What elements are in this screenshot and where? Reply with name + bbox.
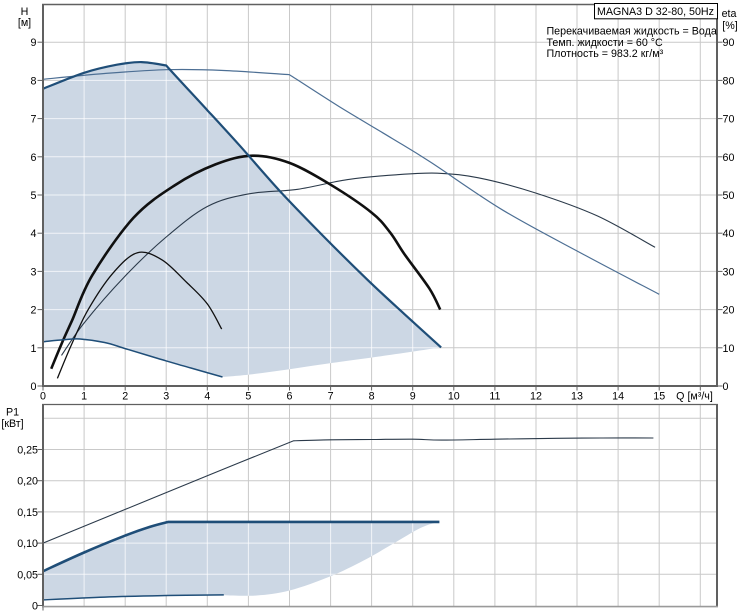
svg-text:2: 2 (31, 305, 37, 317)
svg-text:3: 3 (31, 266, 37, 278)
svg-text:9: 9 (31, 37, 37, 49)
svg-text:30: 30 (723, 266, 735, 278)
svg-text:8: 8 (369, 390, 375, 402)
svg-text:5: 5 (31, 190, 37, 202)
svg-text:90: 90 (723, 37, 735, 49)
svg-text:Q [м³/ч]: Q [м³/ч] (676, 390, 713, 402)
svg-text:50: 50 (723, 190, 735, 202)
svg-text:0: 0 (32, 601, 38, 613)
svg-text:[м]: [м] (18, 17, 31, 29)
svg-text:H: H (21, 6, 29, 18)
svg-text:Перекачиваемая жидкость = Вода: Перекачиваемая жидкость = Вода (547, 26, 717, 38)
svg-text:40: 40 (723, 228, 735, 240)
svg-text:0,25: 0,25 (17, 445, 38, 457)
svg-text:0,20: 0,20 (17, 476, 38, 488)
svg-text:0: 0 (31, 381, 37, 393)
svg-text:7: 7 (328, 390, 334, 402)
svg-text:0,10: 0,10 (17, 538, 38, 550)
svg-text:9: 9 (410, 390, 416, 402)
svg-text:11: 11 (489, 390, 500, 402)
svg-text:3: 3 (163, 390, 169, 402)
svg-text:0,15: 0,15 (17, 507, 38, 519)
svg-text:eta: eta (722, 8, 737, 20)
svg-text:Плотность = 983.2 кг/м³: Плотность = 983.2 кг/м³ (547, 48, 664, 60)
svg-text:70: 70 (723, 114, 735, 126)
svg-text:13: 13 (571, 390, 583, 402)
svg-text:6: 6 (31, 152, 37, 164)
svg-text:P1: P1 (6, 407, 19, 419)
svg-text:20: 20 (723, 305, 735, 317)
svg-text:14: 14 (612, 390, 624, 402)
svg-text:0: 0 (40, 390, 46, 402)
svg-text:10: 10 (448, 390, 460, 402)
svg-text:10: 10 (723, 343, 735, 355)
svg-text:1: 1 (81, 390, 87, 402)
svg-text:4: 4 (31, 228, 37, 240)
svg-text:5: 5 (245, 390, 251, 402)
svg-text:8: 8 (31, 75, 37, 87)
svg-text:4: 4 (204, 390, 210, 402)
svg-text:0,05: 0,05 (17, 569, 38, 581)
svg-text:Темп. жидкости = 60 °C: Темп. жидкости = 60 °C (547, 37, 664, 49)
svg-text:0: 0 (723, 381, 729, 393)
svg-text:[%]: [%] (722, 20, 737, 32)
svg-text:1: 1 (31, 343, 37, 355)
svg-text:80: 80 (723, 75, 735, 87)
svg-text:15: 15 (653, 390, 665, 402)
svg-text:60: 60 (723, 152, 735, 164)
svg-text:MAGNA3 D 32-80, 50Hz: MAGNA3 D 32-80, 50Hz (597, 6, 714, 18)
svg-text:7: 7 (31, 114, 37, 126)
svg-text:2: 2 (122, 390, 128, 402)
svg-text:[кВт]: [кВт] (1, 418, 23, 430)
svg-text:6: 6 (287, 390, 293, 402)
svg-text:12: 12 (530, 390, 542, 402)
